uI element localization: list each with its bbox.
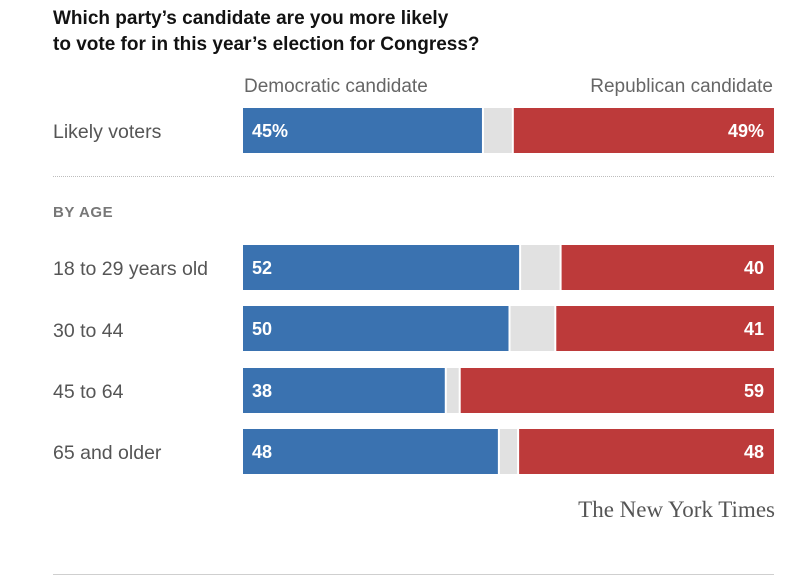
bar-other-likely-voters (483, 108, 512, 153)
legend-republican: Republican candidate (590, 76, 773, 97)
section-label-by-age: BY AGE (53, 204, 114, 221)
bar-democratic-45-to-64 (243, 368, 445, 413)
row-label-age-65-older: 65 and older (53, 442, 162, 464)
chart-title: Which party’s candidate are you more lik… (53, 6, 653, 58)
bar-republican-65-and-older (519, 429, 774, 474)
bar-other-30-to-44 (510, 306, 555, 351)
data-label-democratic-30-to-44: 50 (252, 319, 272, 339)
row-label-age-30-44: 30 to 44 (53, 320, 124, 342)
chart-title-line-1: Which party’s candidate are you more lik… (53, 8, 449, 29)
legend-democratic: Democratic candidate (244, 76, 428, 97)
data-label-republican-likely-voters: 49% (728, 121, 764, 141)
bottom-rule (53, 574, 774, 575)
data-label-democratic-65-and-older: 48 (252, 442, 272, 462)
data-label-republican-45-to-64: 59 (744, 381, 764, 401)
data-label-democratic-likely-voters: 45% (252, 121, 288, 141)
data-label-republican-18-to-29-years-old: 40 (744, 258, 764, 278)
bar-democratic-30-to-44 (243, 306, 509, 351)
chart-title-line-2: to vote for in this year’s election for … (53, 34, 480, 55)
bar-other-45-to-64 (446, 368, 459, 413)
bar-democratic-65-and-older (243, 429, 498, 474)
bar-other-18-to-29-years-old (521, 245, 560, 290)
bar-republican-likely-voters (513, 108, 774, 153)
bar-republican-18-to-29-years-old (561, 245, 774, 290)
divider (53, 176, 774, 177)
bar-democratic-likely-voters (243, 108, 482, 153)
bar-democratic-18-to-29-years-old (243, 245, 520, 290)
row-label-age-18-29: 18 to 29 years old (53, 258, 209, 280)
row-label-likely-voters: Likely voters (53, 121, 162, 143)
data-label-republican-65-and-older: 48 (744, 442, 764, 462)
data-label-democratic-18-to-29-years-old: 52 (252, 258, 272, 278)
bar-other-65-and-older (499, 429, 518, 474)
data-label-republican-30-to-44: 41 (744, 319, 764, 339)
source-credit: The New York Times (578, 497, 775, 522)
row-label-age-45-64: 45 to 64 (53, 381, 124, 403)
bar-republican-30-to-44 (556, 306, 774, 351)
data-label-democratic-45-to-64: 38 (252, 381, 272, 401)
bar-republican-45-to-64 (460, 368, 774, 413)
